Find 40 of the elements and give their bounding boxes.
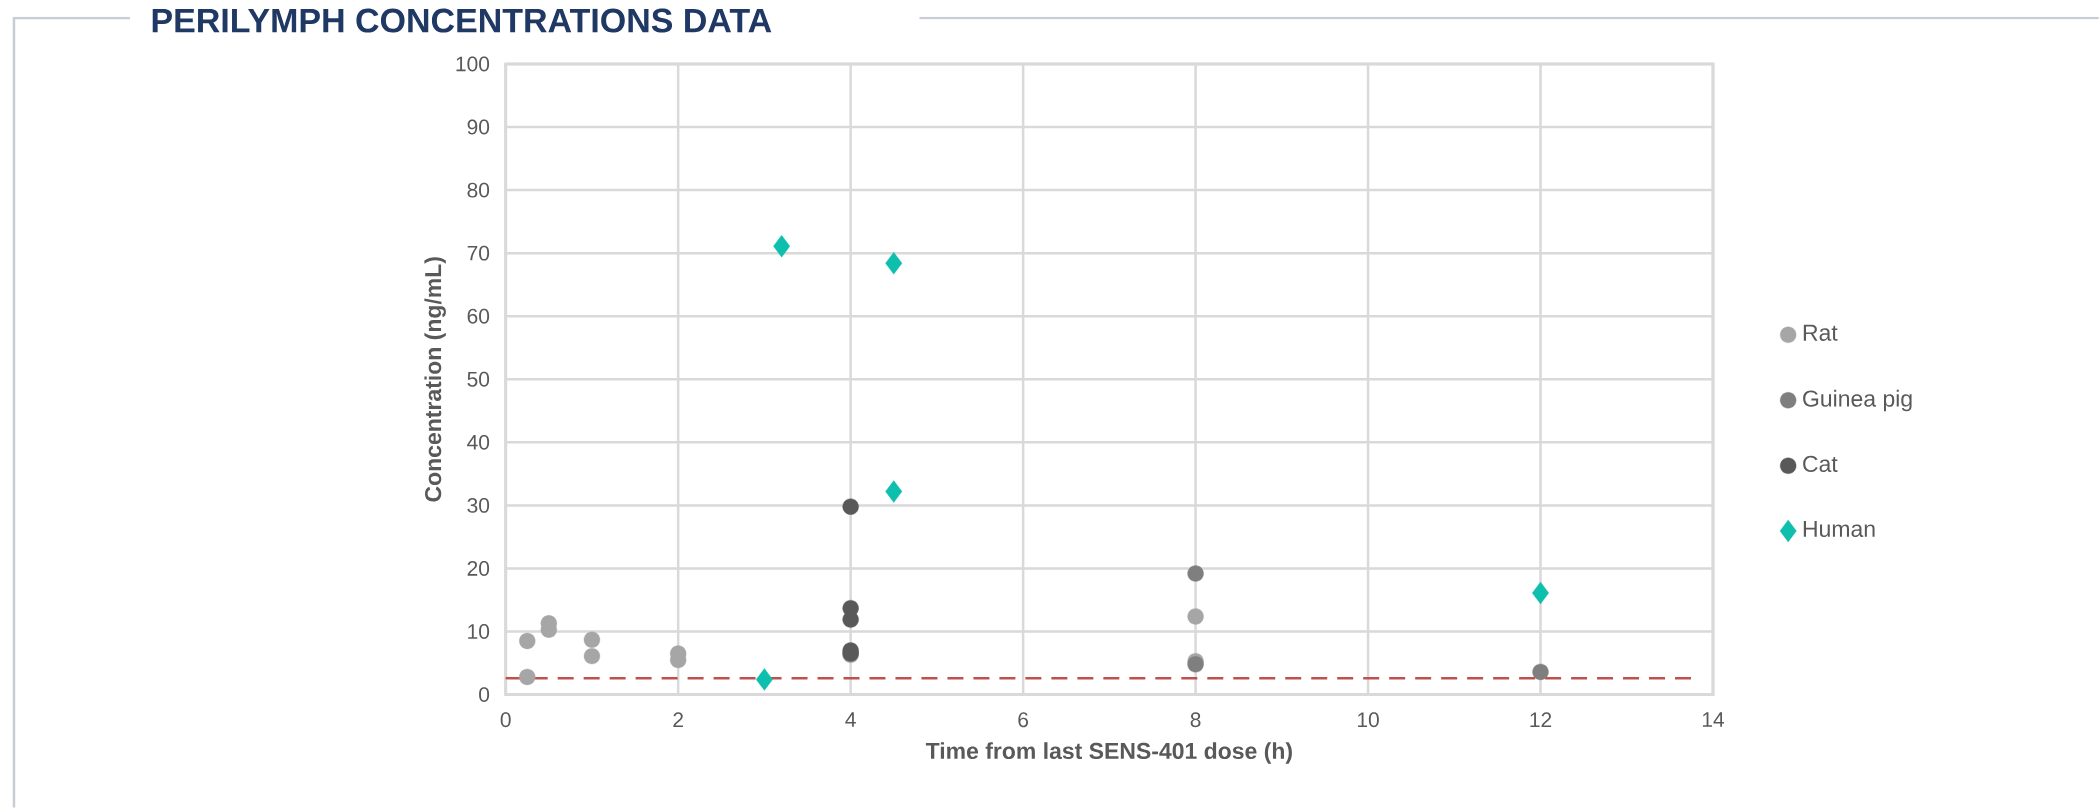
legend-label: Cat	[1803, 455, 1838, 473]
x-tick-label: 14	[1702, 712, 1725, 727]
point	[842, 498, 859, 515]
x-tick-label: 0	[500, 712, 511, 728]
point	[1532, 582, 1549, 605]
y-tick-label: 80	[467, 182, 490, 198]
point	[842, 611, 859, 628]
point	[519, 632, 536, 650]
legend-label: Rat	[1803, 324, 1838, 341]
x-tick-label: 4	[845, 712, 856, 727]
x-tick-label: 6	[1018, 712, 1029, 728]
x-axis-title: Time from last SENS-401 dose (h)	[925, 742, 1292, 764]
point	[885, 252, 903, 275]
point	[583, 648, 601, 665]
point	[1532, 663, 1549, 681]
point	[755, 668, 773, 691]
y-tick-label: 10	[468, 624, 490, 640]
x-tick-label: 12	[1530, 712, 1552, 728]
y-axis-title: Concentration (ng/mL)	[424, 257, 446, 502]
y-tick-label: 90	[467, 119, 490, 135]
point	[885, 480, 903, 503]
y-tick-label: 60	[467, 308, 490, 324]
x-tick-label: 10	[1357, 712, 1379, 728]
x-tick-label: 2	[673, 712, 683, 728]
y-tick-label: 30	[467, 498, 490, 513]
point	[519, 668, 536, 686]
chart-title: PERILYMPH CONCENTRATIONS DATA	[152, 8, 772, 33]
legend-label: Guinea pig	[1803, 389, 1912, 412]
y-tick-label: 100	[456, 56, 490, 72]
y-tick-label: 0	[479, 687, 490, 703]
point	[773, 235, 791, 258]
x-tick-label: 8	[1190, 712, 1201, 728]
y-tick-label: 50	[467, 371, 490, 387]
point	[583, 631, 601, 648]
legend-label: Human	[1803, 521, 1875, 538]
point	[1187, 565, 1204, 582]
y-tick-label: 40	[467, 435, 490, 450]
point	[1187, 608, 1204, 625]
y-tick-label: 20	[467, 561, 490, 577]
y-tick-label: 70	[467, 245, 490, 261]
